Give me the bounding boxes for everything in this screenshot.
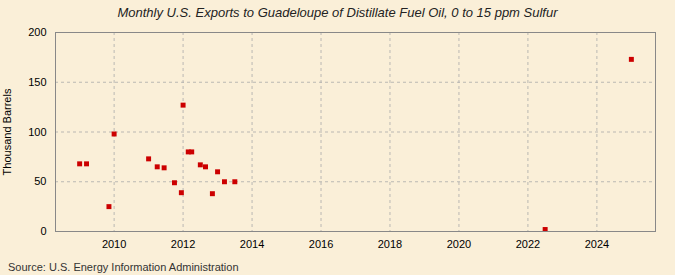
svg-text:0: 0 (40, 225, 46, 237)
svg-text:2022: 2022 (516, 238, 540, 250)
svg-text:100: 100 (28, 126, 46, 138)
svg-text:2018: 2018 (378, 238, 402, 250)
svg-text:2020: 2020 (447, 238, 471, 250)
svg-text:50: 50 (34, 175, 46, 187)
svg-text:2016: 2016 (309, 238, 333, 250)
html-text:Source: U.S. Energy Informatio: Source: U.S. Energy Information Administ… (8, 261, 239, 273)
svg-text:2010: 2010 (102, 238, 126, 250)
svg-text:2012: 2012 (171, 238, 195, 250)
html-text:Monthly U.S. Exports to Guadel: Monthly U.S. Exports to Guadeloupe of Di… (117, 5, 558, 20)
svg-text:Thousand Barrels: Thousand Barrels (1, 88, 13, 175)
svg-text:150: 150 (28, 76, 46, 88)
svg-text:2014: 2014 (240, 238, 264, 250)
svg-text:2024: 2024 (585, 238, 609, 250)
svg-text:200: 200 (28, 26, 46, 38)
